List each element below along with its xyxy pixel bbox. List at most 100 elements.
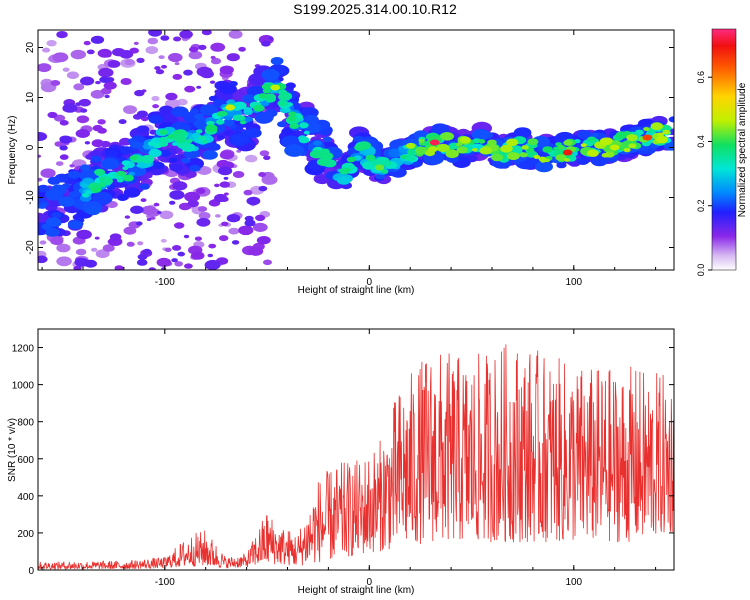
spectrogram-cell: [58, 196, 75, 207]
spectrogram-cell: [86, 206, 101, 216]
spectrogram-cell: [45, 217, 62, 227]
spectrogram-cell: [62, 67, 70, 72]
spectrogram-cell: [412, 161, 422, 167]
spectrogram-cell: [381, 160, 392, 167]
spectrogram-cell: [107, 60, 121, 68]
spectrogram-cell: [226, 214, 241, 223]
spectrogram-cell: [242, 94, 257, 104]
spectrogram-cell: [70, 49, 87, 60]
spectrogram-cell: [90, 186, 102, 193]
spectrogram-cell: [189, 164, 201, 172]
snr-frame: [37, 328, 675, 571]
spectrogram-cell: [119, 137, 132, 146]
spectrogram-cell: [200, 69, 214, 79]
spectrogram-cell: [122, 166, 129, 171]
spectrogram-cell: [344, 168, 351, 173]
spectrogram-cell: [370, 159, 381, 166]
snr-xtick-label: 100: [565, 577, 582, 588]
spectrogram-cell: [66, 71, 79, 79]
spectrogram-cell: [353, 135, 365, 143]
spectrogram-cell: [521, 145, 529, 150]
spectrogram-cell: [413, 130, 428, 140]
spectrogram-cell: [261, 69, 280, 81]
spectrogram-cell: [207, 253, 214, 258]
spectrogram-cell: [500, 144, 513, 153]
spectrogram-cell: [50, 236, 64, 246]
spectrogram-cell: [245, 154, 258, 163]
spectrogram-cell: [429, 139, 440, 146]
spectrogram-cell: [136, 259, 148, 266]
spectrogram-cell: [130, 141, 142, 149]
spectrogram-cell: [114, 265, 124, 270]
spectrogram-ytick-label: 10: [25, 92, 36, 104]
spectrogram-cell: [256, 236, 271, 245]
spectrogram-cell: [215, 119, 225, 125]
spectrogram-cell: [159, 129, 168, 135]
spectrogram-cell: [289, 123, 300, 129]
spectrogram-cell: [69, 190, 80, 198]
spectrogram-ytick-label: -10: [25, 190, 36, 205]
spectrogram-cell: [253, 104, 265, 112]
spectrogram-cell: [210, 57, 222, 65]
spectrogram-cell: [406, 142, 416, 149]
spectrogram-cell: [283, 108, 291, 113]
spectrogram-cell: [287, 115, 296, 122]
spectrogram-cell: [219, 181, 230, 188]
spectrogram-cell: [216, 111, 226, 117]
spectrogram-cell: [533, 154, 541, 159]
spectrogram-cell: [196, 85, 202, 89]
snr-ytick-label: 400: [17, 492, 34, 503]
spectrogram-cell: [82, 193, 90, 198]
spectrogram-cell: [94, 236, 100, 240]
spectrogram-cell: [323, 136, 333, 143]
spectrogram-cell: [137, 253, 148, 260]
spectrogram-cell: [239, 120, 247, 125]
spectrogram-cell: [557, 144, 565, 150]
spectrogram-cell: [197, 166, 212, 175]
spectrogram-cell: [83, 40, 91, 46]
spectrogram-cell: [98, 67, 114, 78]
spectrogram-cell: [642, 134, 653, 141]
spectrogram-cell: [231, 240, 240, 245]
spectrogram-cell: [663, 141, 674, 151]
spectrogram-cell: [118, 119, 127, 125]
spectrogram-cell: [67, 220, 83, 230]
spectrogram-cell: [236, 149, 242, 153]
spectrogram-xtick-label: 100: [565, 277, 582, 288]
spectrogram-cell: [56, 30, 68, 39]
spectrogram-cell: [214, 193, 228, 203]
spectrogram-cell: [98, 182, 106, 188]
spectrogram-cell: [587, 149, 599, 157]
spectrogram-cell: [657, 132, 664, 137]
spectrogram-cell: [91, 247, 98, 252]
spectrogram-cell: [159, 136, 169, 143]
spectrogram-cell: [243, 107, 253, 113]
spectrogram-cell: [609, 144, 620, 151]
spectrogram-cell: [172, 73, 183, 80]
spectrogram-cell: [507, 152, 520, 161]
spectrogram-cell: [388, 148, 402, 158]
spectrogram-cell: [59, 145, 68, 151]
spectrogram-cell: [140, 198, 147, 203]
spectrogram-cell: [219, 235, 229, 242]
spectrogram-cell: [147, 37, 159, 45]
spectrogram-cell: [76, 229, 92, 240]
spectrogram-cell: [246, 196, 261, 206]
spectrogram-cell: [214, 183, 220, 188]
spectrogram-cell: [100, 158, 120, 170]
spectrogram-cell: [80, 164, 91, 171]
spectrogram-cell: [240, 129, 251, 136]
spectrogram-cell: [243, 189, 253, 196]
spectrogram-cell: [190, 108, 199, 114]
spectrogram-cell: [288, 111, 297, 117]
spectrogram-xtick-label: 0: [367, 277, 373, 288]
spectrogram-cell: [124, 59, 135, 66]
spectrogram-cell: [165, 92, 178, 101]
spectrogram-cell: [255, 214, 266, 222]
spectrogram-cell: [133, 41, 139, 46]
spectrogram-cell: [563, 139, 573, 146]
spectrogram-cell: [219, 150, 234, 160]
spectrogram-cell: [154, 66, 161, 71]
spectrogram-cell: [270, 57, 284, 65]
